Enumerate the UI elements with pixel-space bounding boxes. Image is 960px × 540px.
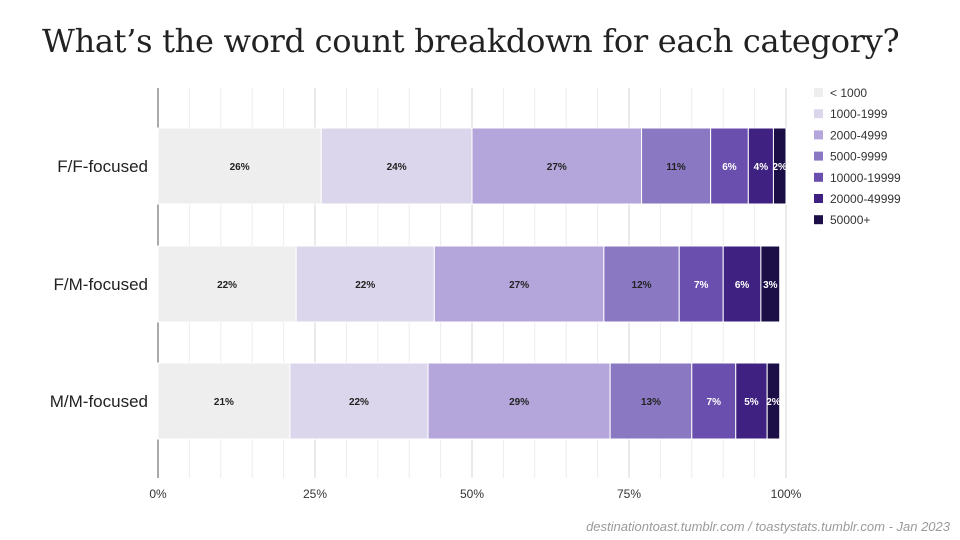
category-label: M/M-focused [50, 392, 148, 411]
legend-label: 2000-4999 [830, 128, 888, 142]
legend-swatch [814, 215, 823, 225]
bar-segment [735, 362, 768, 440]
data-label: 6% [735, 280, 750, 291]
data-label: 24% [387, 162, 407, 173]
legend-swatch [814, 151, 823, 161]
x-axis-ticks: 0% 25% 50% 75% 100% [149, 487, 801, 501]
bar-segment [157, 362, 291, 440]
data-label: 13% [641, 397, 661, 408]
legend-label: 10000-19999 [830, 171, 901, 185]
category-labels: F/F-focused F/M-focused M/M-focused [50, 157, 148, 411]
x-tick-label: 0% [149, 487, 167, 501]
data-label: 2% [766, 397, 781, 408]
bar-segment [320, 127, 473, 205]
bar-segment [289, 362, 429, 440]
bar-segment [427, 362, 611, 440]
bar-segment [760, 245, 781, 323]
legend-swatch [814, 88, 823, 97]
data-label: 7% [707, 397, 722, 408]
x-tick-label: 50% [460, 487, 484, 501]
data-label: 3% [763, 280, 778, 291]
data-label: 4% [754, 162, 769, 173]
data-label: 2% [772, 162, 787, 173]
legend-label: 50000+ [830, 213, 870, 227]
category-label: F/F-focused [57, 157, 148, 176]
legend-label: < 1000 [830, 86, 867, 100]
data-label: 27% [509, 280, 529, 291]
legend-label: 20000-49999 [830, 192, 901, 206]
page-title: What’s the word count breakdown for each… [42, 22, 900, 60]
bar-segment [747, 127, 774, 205]
legend: < 1000 1000-1999 2000-4999 5000-9999 10000-1… [814, 86, 901, 227]
bar-segment [722, 245, 762, 323]
bar-segment [157, 127, 322, 205]
x-tick-label: 25% [303, 487, 327, 501]
data-label: 7% [694, 280, 709, 291]
data-label: 5% [744, 397, 759, 408]
x-tick-label: 100% [771, 487, 802, 501]
data-label: 12% [632, 280, 652, 291]
data-label: 11% [666, 162, 686, 173]
data-label: 26% [230, 162, 250, 173]
legend-label: 1000-1999 [830, 107, 888, 121]
bar-segments: 26% 24% 27% 11% 6% 4% 2%22% 22% 27% 12% 7% 6% 3%21% 2… [157, 127, 787, 440]
bar-segment [603, 245, 680, 323]
data-label: 27% [547, 162, 567, 173]
bar-segment [772, 127, 787, 205]
data-label: 6% [722, 162, 737, 173]
data-label: 22% [217, 280, 237, 291]
bar-segment [433, 245, 605, 323]
credit-text: destinationtoast.tumblr.com / toastystat… [586, 519, 950, 534]
legend-swatch [814, 109, 823, 119]
data-label: 22% [349, 397, 369, 408]
legend-swatch [814, 172, 823, 182]
legend-label: 5000-9999 [830, 150, 888, 164]
data-label: 21% [214, 397, 234, 408]
x-tick-label: 75% [617, 487, 641, 501]
data-label: 29% [509, 397, 529, 408]
bar-segment [295, 245, 435, 323]
bar-segment [609, 362, 693, 440]
bar-segment [157, 245, 297, 323]
category-label: F/M-focused [54, 275, 148, 294]
bar-segment [678, 245, 724, 323]
bar-segment [641, 127, 712, 205]
legend-swatch [814, 194, 823, 203]
bar-segment [766, 362, 781, 440]
legend-swatch [814, 130, 823, 140]
bar-segment [471, 127, 643, 205]
data-label: 22% [355, 280, 375, 291]
